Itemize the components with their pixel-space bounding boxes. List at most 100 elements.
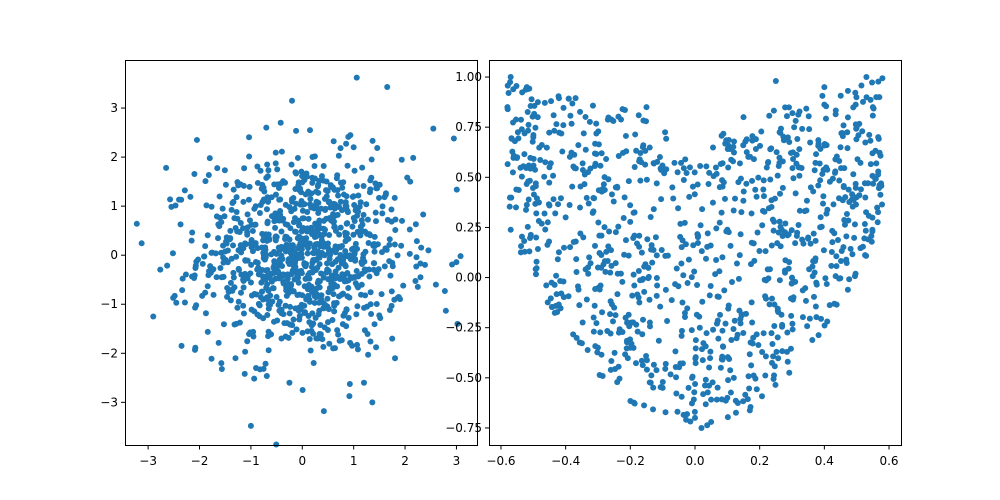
scatter-point bbox=[343, 203, 350, 210]
scatter-point bbox=[518, 243, 525, 250]
scatter-point bbox=[339, 243, 346, 250]
x-tick-label: 2 bbox=[401, 454, 409, 468]
scatter-point bbox=[326, 231, 333, 238]
x-tick-label: −2 bbox=[191, 454, 209, 468]
scatter-point bbox=[560, 122, 567, 129]
scatter-point bbox=[240, 302, 247, 309]
scatter-point bbox=[314, 183, 321, 190]
scatter-point bbox=[760, 330, 767, 337]
scatter-point bbox=[727, 367, 734, 374]
scatter-point bbox=[676, 364, 683, 371]
scatter-point bbox=[587, 165, 594, 172]
scatter-point bbox=[688, 274, 695, 281]
scatter-point bbox=[413, 263, 420, 270]
scatter-point bbox=[449, 261, 456, 268]
scatter-point bbox=[692, 360, 699, 367]
scatter-point bbox=[256, 268, 263, 275]
scatter-point bbox=[504, 82, 511, 89]
scatter-point bbox=[658, 246, 665, 253]
scatter-point bbox=[320, 274, 327, 281]
scatter-point bbox=[672, 348, 679, 355]
scatter-point bbox=[345, 314, 352, 321]
scatter-point bbox=[770, 107, 777, 114]
scatter-point bbox=[828, 248, 835, 255]
scatter-point bbox=[328, 280, 335, 287]
scatter-point bbox=[418, 244, 425, 251]
scatter-point bbox=[680, 165, 687, 172]
scatter-point bbox=[350, 193, 357, 200]
scatter-point bbox=[235, 182, 242, 189]
scatter-point bbox=[381, 194, 388, 201]
scatter-point bbox=[673, 265, 680, 272]
scatter-point bbox=[432, 281, 439, 288]
scatter-point bbox=[367, 289, 374, 296]
scatter-point bbox=[363, 201, 370, 208]
scatter-point bbox=[216, 193, 223, 200]
scatter-point bbox=[658, 166, 665, 173]
scatter-point bbox=[648, 372, 655, 379]
scatter-point bbox=[579, 166, 586, 173]
scatter-point bbox=[849, 191, 856, 198]
scatter-point bbox=[648, 242, 655, 249]
scatter-point bbox=[841, 221, 848, 228]
scatter-point bbox=[332, 249, 339, 256]
scatter-point bbox=[621, 194, 628, 201]
scatter-point bbox=[512, 116, 519, 123]
scatter-point bbox=[567, 244, 574, 251]
scatter-point bbox=[340, 179, 347, 186]
scatter-point bbox=[834, 237, 841, 244]
scatter-point bbox=[874, 204, 881, 211]
scatter-point bbox=[650, 384, 657, 391]
scatter-point bbox=[740, 114, 747, 121]
scatter-point bbox=[346, 252, 353, 259]
scatter-point bbox=[725, 229, 732, 236]
scatter-point bbox=[546, 238, 553, 245]
scatter-point bbox=[647, 214, 654, 221]
scatter-point bbox=[309, 154, 316, 161]
scatter-point bbox=[636, 299, 643, 306]
scatter-point bbox=[608, 357, 615, 364]
scatter-point bbox=[272, 224, 279, 231]
scatter-point bbox=[170, 294, 177, 301]
scatter-point bbox=[316, 217, 323, 224]
scatter-point bbox=[359, 164, 366, 171]
scatter-point bbox=[839, 130, 846, 137]
scatter-point bbox=[269, 298, 276, 305]
scatter-point bbox=[314, 264, 321, 271]
scatter-point bbox=[371, 242, 378, 249]
scatter-point bbox=[785, 231, 792, 238]
scatter-point bbox=[869, 112, 876, 119]
scatter-point bbox=[223, 240, 230, 247]
scatter-point bbox=[607, 311, 614, 318]
scatter-point bbox=[703, 330, 710, 337]
scatter-point bbox=[360, 211, 367, 218]
scatter-point bbox=[746, 407, 753, 414]
scatter-point bbox=[372, 209, 379, 216]
scatter-point bbox=[181, 299, 188, 306]
x-tick-label: −1 bbox=[242, 454, 260, 468]
scatter-point bbox=[823, 210, 830, 217]
scatter-point bbox=[566, 201, 573, 208]
scatter-point bbox=[817, 224, 824, 231]
scatter-point bbox=[548, 279, 555, 286]
scatter-point bbox=[412, 221, 419, 228]
scatter-point bbox=[730, 158, 737, 165]
scatter-point bbox=[523, 206, 530, 213]
scatter-point bbox=[737, 316, 744, 323]
scatter-point bbox=[830, 201, 837, 208]
scatter-point bbox=[319, 336, 326, 343]
scatter-point bbox=[413, 238, 420, 245]
scatter-point bbox=[392, 355, 399, 362]
scatter-point bbox=[840, 122, 847, 129]
scatter-point bbox=[611, 304, 618, 311]
scatter-point bbox=[678, 260, 685, 267]
scatter-point bbox=[310, 320, 317, 327]
scatter-point bbox=[720, 179, 727, 186]
scatter-point bbox=[752, 146, 759, 153]
scatter-point bbox=[863, 209, 870, 216]
scatter-point bbox=[788, 227, 795, 234]
scatter-point bbox=[789, 326, 796, 333]
scatter-point bbox=[219, 274, 226, 281]
scatter-point bbox=[230, 274, 237, 281]
scatter-point bbox=[840, 182, 847, 189]
